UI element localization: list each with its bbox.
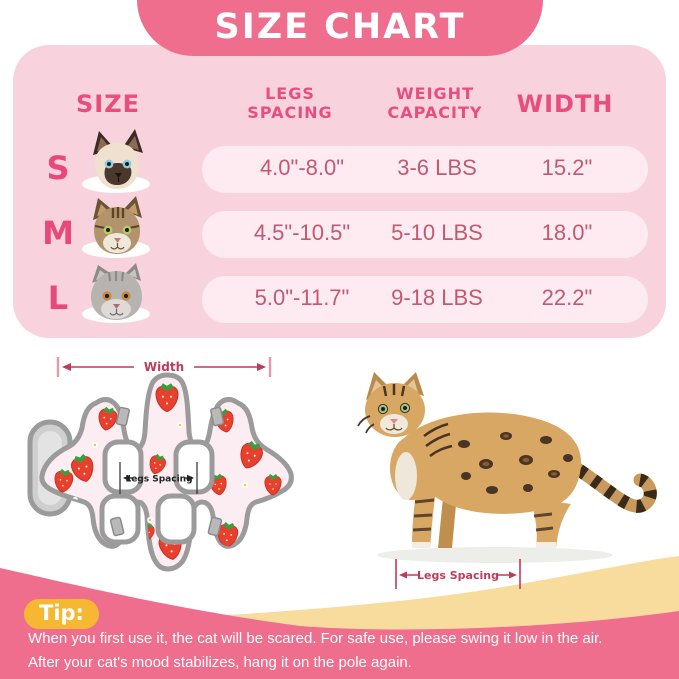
width-value: 22.2" xyxy=(541,285,593,310)
width-value: 15.2" xyxy=(541,155,593,180)
page-title: SIZE CHART xyxy=(214,6,466,47)
gray-cat-head-photo xyxy=(91,263,142,320)
legs-spacing-value: 5.0"-11.7" xyxy=(254,285,350,310)
harness-legs-spacing-dimension: Legs Spacing xyxy=(119,462,198,494)
width-dimension: Width xyxy=(56,357,272,377)
width-value: 18.0" xyxy=(541,220,593,245)
weight-capacity-value: 5-10 LBS xyxy=(391,220,483,245)
harness-clips xyxy=(109,406,225,537)
width-dimension-label: Width xyxy=(144,360,184,374)
column-header-size: SIZE xyxy=(75,90,140,118)
bottom-wave-decoration xyxy=(0,556,679,679)
cat-shadow xyxy=(377,547,613,563)
table-row: L 5.0"-11.7" 9-18 LBS 22.2" xyxy=(0,263,679,333)
harness-legs-spacing-label: Legs Spacing xyxy=(125,475,192,485)
legs-spacing-value: 4.5"-10.5" xyxy=(253,220,351,245)
column-header-width: WIDTH xyxy=(516,90,614,118)
cat-legs-spacing-label: Legs Spacing xyxy=(417,569,499,582)
bengal-head xyxy=(357,372,425,437)
pink-wave xyxy=(0,568,679,679)
weight-capacity-value: 9-18 LBS xyxy=(391,285,483,310)
table-row: M 4.5"-10.5" 5-10 LBS 18.0" xyxy=(0,196,679,268)
bengal-spots xyxy=(423,422,573,494)
cat-legs-spacing-dimension: Legs Spacing xyxy=(395,559,521,589)
column-header-weight-capacity: WEIGHT CAPACITY xyxy=(387,84,483,122)
harness-diagram: Legs Spacing xyxy=(27,350,320,595)
legs-spacing-value: 4.0"-8.0" xyxy=(259,155,345,180)
tip-badge: Tip: xyxy=(24,599,99,629)
size-letter: M xyxy=(42,214,74,252)
row-values-pill xyxy=(202,276,648,323)
row-values-pill xyxy=(202,211,648,258)
weight-capacity-value: 3-6 LBS xyxy=(397,155,477,180)
title-banner: SIZE CHART xyxy=(137,0,543,56)
siamese-cat-head-photo xyxy=(93,129,143,189)
size-letter: S xyxy=(46,149,70,187)
size-letter: L xyxy=(47,279,69,317)
row-values-pill xyxy=(202,146,648,193)
tabby-cat-head-photo xyxy=(93,196,142,254)
bengal-cat-photo xyxy=(357,372,657,563)
column-header-legs-spacing: LEGS SPACING xyxy=(247,84,333,122)
tip-text-line2: After your cat's mood stabilizes, hang i… xyxy=(28,654,412,671)
table-row: S 4.0"-8.0" 3-6 LBS 15.2" xyxy=(0,129,679,203)
tip-text-line1: When you first use it, the cat will be s… xyxy=(28,630,603,647)
